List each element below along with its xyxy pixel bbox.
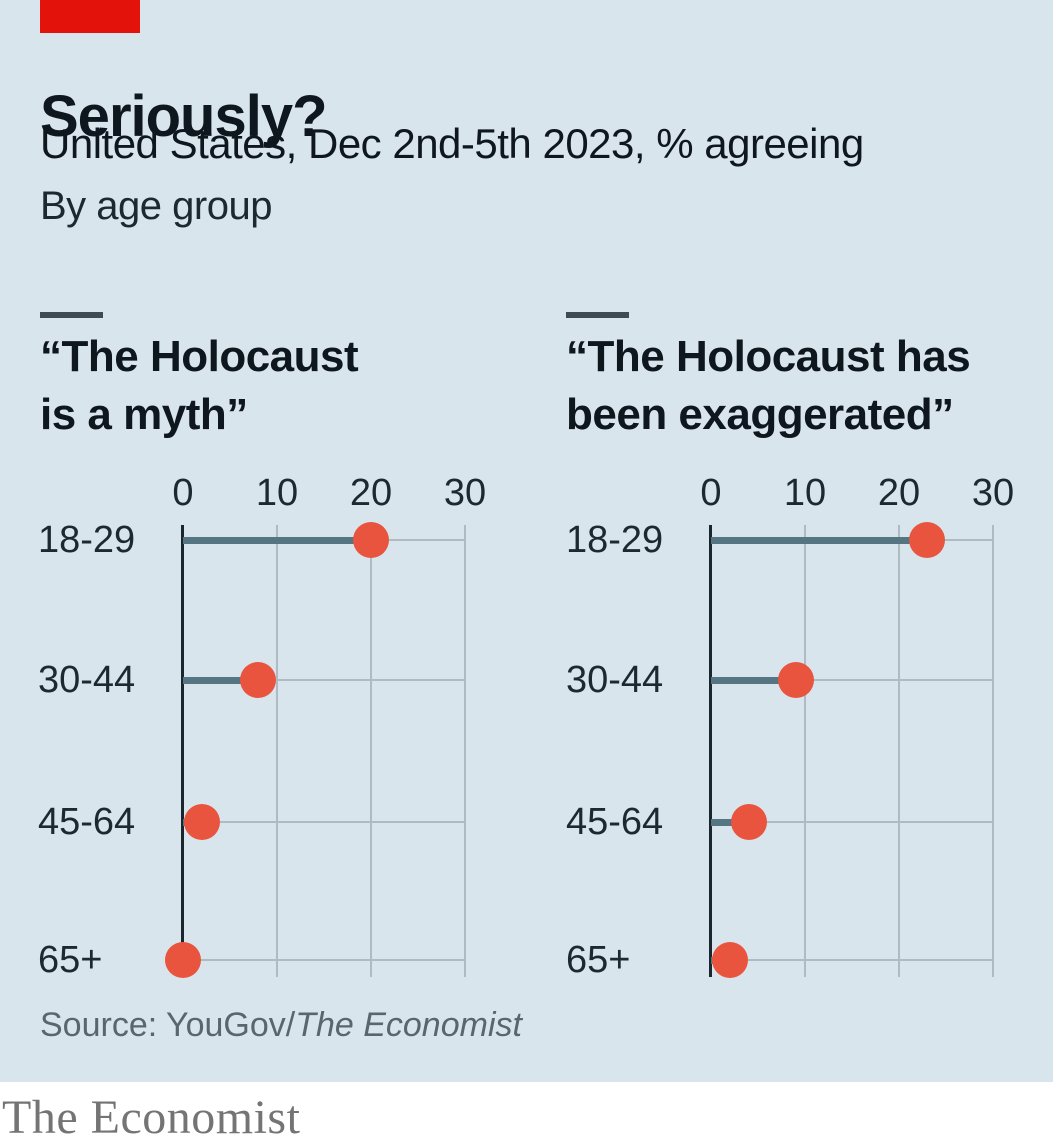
source-line: Source: YouGov/The Economist bbox=[40, 1006, 522, 1045]
vertical-gridline bbox=[464, 525, 466, 977]
vertical-gridline bbox=[898, 525, 900, 977]
axis-tick-label: 0 bbox=[172, 472, 194, 514]
value-stem bbox=[711, 676, 796, 684]
category-label: 45-64 bbox=[38, 801, 136, 843]
panel-dash-rule bbox=[40, 312, 103, 318]
panel-title-line: “The Holocaust has bbox=[566, 332, 971, 381]
category-label: 18-29 bbox=[38, 519, 136, 561]
economist-red-tab bbox=[40, 0, 140, 33]
row-gridline bbox=[183, 679, 465, 681]
source-prefix: Source: YouGov/ bbox=[40, 1006, 296, 1044]
row-gridline bbox=[183, 821, 465, 823]
axis-tick-label: 10 bbox=[783, 472, 827, 514]
panel-dash-rule bbox=[566, 312, 629, 318]
data-point-dot bbox=[183, 804, 220, 840]
chart-subtitle: United States, Dec 2nd-5th 2023, % agree… bbox=[40, 120, 864, 167]
y-axis-line bbox=[181, 525, 184, 977]
row-gridline bbox=[711, 821, 993, 823]
data-point-dot bbox=[165, 942, 201, 978]
panel-title-left: “The Holocaust is a myth” bbox=[40, 312, 510, 444]
data-point-dot bbox=[730, 804, 767, 840]
axis-tick-label: 20 bbox=[877, 472, 921, 514]
value-stem bbox=[711, 536, 928, 544]
source-publication: The Economist bbox=[295, 1006, 522, 1044]
vertical-gridline bbox=[276, 525, 278, 977]
value-stem bbox=[711, 818, 749, 826]
value-stem bbox=[183, 536, 371, 544]
row-gridline bbox=[183, 959, 465, 961]
category-label: 65+ bbox=[38, 939, 103, 981]
dot-plot-myth: 0 10 20 30 18-29 30-44 45-64 65+ bbox=[38, 470, 503, 985]
vertical-gridline bbox=[804, 525, 806, 977]
chart-byline: By age group bbox=[40, 184, 272, 228]
data-point-dot bbox=[240, 662, 277, 698]
dot-plot-exaggerated: 0 10 20 30 18-29 30-44 45-64 65+ bbox=[566, 470, 1031, 985]
data-point-dot bbox=[777, 662, 814, 698]
panel-title-line: is a myth” bbox=[40, 390, 248, 439]
page-title: Seriously? bbox=[40, 83, 328, 149]
vertical-gridline bbox=[370, 525, 372, 977]
y-axis-line bbox=[709, 525, 712, 977]
chart-card: Seriously? United States, Dec 2nd-5th 20… bbox=[0, 0, 1053, 1082]
axis-tick-label: 0 bbox=[700, 472, 722, 514]
axis-tick-label: 30 bbox=[443, 472, 487, 514]
category-label: 45-64 bbox=[566, 801, 664, 843]
axis-tick-label: 30 bbox=[971, 472, 1015, 514]
axis-tick-label: 10 bbox=[255, 472, 299, 514]
axis-tick-label: 20 bbox=[349, 472, 393, 514]
data-point-dot bbox=[711, 942, 748, 978]
category-label: 30-44 bbox=[566, 659, 664, 701]
row-gridline bbox=[711, 679, 993, 681]
data-point-dot bbox=[909, 522, 946, 558]
panel-title-line: “The Holocaust bbox=[40, 332, 359, 381]
data-point-dot bbox=[353, 522, 389, 558]
vertical-gridline bbox=[992, 525, 994, 977]
panel-title-right: “The Holocaust has been exaggerated” bbox=[566, 312, 1036, 444]
row-gridline bbox=[711, 959, 993, 961]
economist-masthead: The Economist bbox=[2, 1091, 301, 1144]
panel-title-line: been exaggerated” bbox=[566, 390, 954, 439]
category-label: 65+ bbox=[566, 939, 631, 981]
value-stem bbox=[183, 676, 259, 684]
category-label: 30-44 bbox=[38, 659, 136, 701]
category-label: 18-29 bbox=[566, 519, 664, 561]
